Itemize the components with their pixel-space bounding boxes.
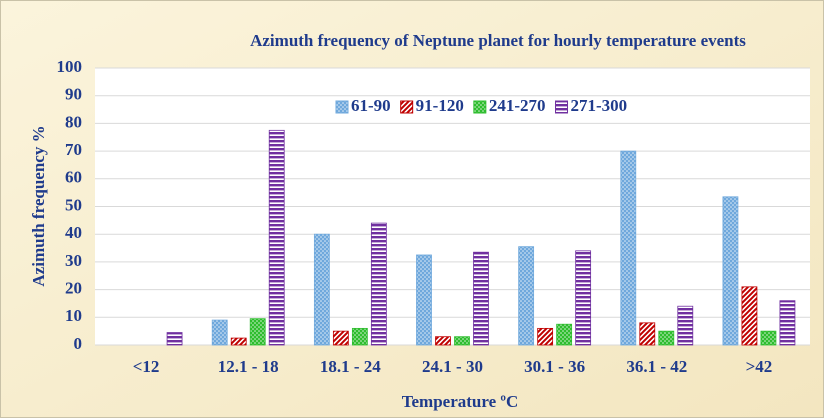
y-tick-label: 60: [65, 168, 82, 187]
bar: [313, 233, 330, 346]
y-tick-label: 40: [65, 223, 82, 242]
x-tick-label: <12: [133, 357, 160, 376]
legend-swatch: [473, 100, 487, 114]
bar: [249, 318, 266, 346]
y-tick-label: 80: [65, 112, 82, 131]
bar: [639, 322, 656, 346]
y-axis-label: Azimuth frequency %: [29, 125, 48, 286]
x-tick-label: 36.1 - 42: [626, 357, 687, 376]
x-axis-label: Temperature ºC: [402, 392, 519, 411]
bar: [230, 337, 247, 346]
legend-swatch: [335, 100, 349, 114]
x-tick-label: 12.1 - 18: [218, 357, 279, 376]
bar: [166, 332, 183, 346]
bar: [332, 330, 349, 346]
bar: [575, 250, 592, 346]
y-tick-label: 50: [65, 195, 82, 214]
bar: [268, 129, 285, 346]
bar: [658, 330, 675, 346]
bar: [370, 222, 387, 346]
y-tick-label: 100: [57, 57, 83, 76]
bar: [779, 300, 796, 346]
legend-label: 91-120: [416, 96, 464, 115]
x-tick-label: 18.1 - 24: [320, 357, 381, 376]
bar: [537, 327, 554, 346]
bar: [556, 323, 573, 346]
y-tick-label: 90: [65, 85, 82, 104]
x-tick-label: 30.1 - 36: [524, 357, 585, 376]
y-tick-label: 70: [65, 140, 82, 159]
bar: [741, 286, 758, 346]
bar: [473, 251, 489, 346]
bar: [351, 327, 368, 346]
bar: [416, 254, 432, 346]
chart-title: Azimuth frequency of Neptune planet for …: [250, 31, 746, 50]
bar: [435, 336, 451, 346]
x-tick-label: >42: [746, 357, 773, 376]
bar: [211, 319, 228, 346]
legend-swatch: [400, 100, 414, 114]
bar: [760, 330, 777, 346]
bar: [722, 196, 739, 346]
bar: [620, 150, 637, 346]
legend-swatch: [555, 100, 569, 114]
legend-label: 241-270: [489, 96, 546, 115]
y-tick-label: 10: [65, 306, 82, 325]
y-tick-label: 20: [65, 279, 82, 298]
legend-label: 271-300: [571, 96, 628, 115]
legend-label: 61-90: [351, 96, 391, 115]
bar: [454, 336, 470, 346]
bar: [518, 246, 535, 346]
x-tick-label: 24.1 - 30: [422, 357, 483, 376]
y-tick-label: 30: [65, 251, 82, 270]
y-tick-label: 0: [74, 334, 83, 353]
bar: [677, 305, 694, 346]
